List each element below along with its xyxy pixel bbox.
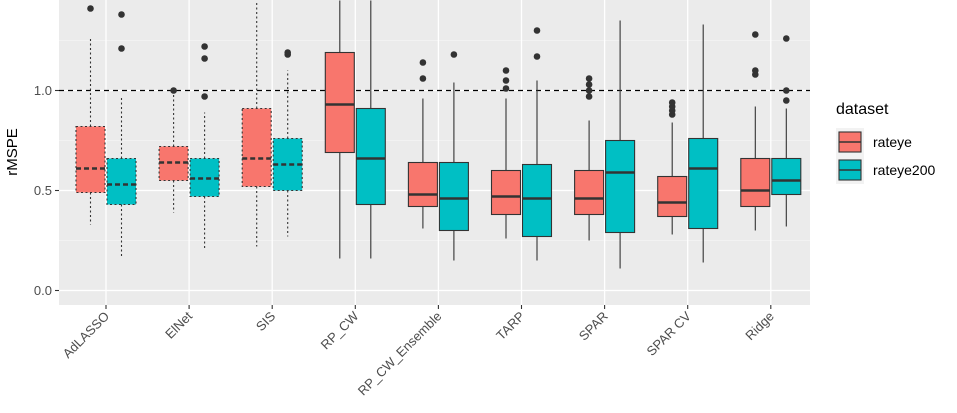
outlier-point bbox=[201, 55, 208, 62]
box-iqr bbox=[574, 169, 605, 216]
outlier-point bbox=[201, 43, 208, 50]
outlier-point bbox=[450, 51, 458, 58]
x-tick-label: RP_CW bbox=[318, 308, 362, 352]
outlier-point bbox=[502, 67, 510, 74]
legend-key-rateye: rateye bbox=[836, 128, 912, 156]
outlier-point bbox=[783, 35, 790, 42]
outlier-point bbox=[502, 77, 510, 84]
box-iqr bbox=[438, 161, 469, 232]
box-rateye-RP_CW bbox=[324, 0, 355, 259]
box-iqr bbox=[324, 51, 355, 154]
box-rateye200-SPAR bbox=[605, 20, 636, 269]
outlier-point bbox=[533, 53, 541, 60]
box-iqr bbox=[521, 163, 553, 238]
legend-key-rateye200: rateye200 bbox=[836, 156, 935, 184]
outlier-point bbox=[118, 11, 125, 18]
outlier-point bbox=[783, 87, 790, 94]
box-iqr bbox=[605, 139, 636, 234]
legend-title: dataset bbox=[836, 101, 889, 118]
box-rateye200-ElNet bbox=[189, 43, 220, 251]
box-iqr bbox=[241, 107, 272, 188]
box-iqr bbox=[688, 137, 719, 230]
boxes-group bbox=[75, 0, 802, 269]
outlier-point bbox=[419, 75, 427, 82]
box-iqr bbox=[355, 107, 386, 206]
outlier-point bbox=[284, 49, 292, 56]
y-tick-label: 0.5 bbox=[34, 183, 52, 198]
box-rateye-Ridge bbox=[740, 31, 771, 231]
box-iqr bbox=[771, 157, 802, 196]
outlier-point bbox=[87, 5, 94, 12]
y-axis-title: rMSPE bbox=[4, 128, 21, 176]
outlier-point bbox=[585, 87, 593, 94]
outlier-point bbox=[585, 93, 593, 100]
outlier-point bbox=[533, 27, 541, 34]
box-iqr bbox=[657, 175, 688, 218]
x-tick-label: SPAR bbox=[576, 309, 611, 344]
box-rateye200-Ridge bbox=[771, 35, 802, 227]
box-iqr bbox=[740, 157, 771, 208]
box-rateye200-TARP bbox=[521, 27, 553, 261]
outlier-point bbox=[419, 59, 427, 66]
box-rateye-ElNet bbox=[158, 87, 189, 213]
box-iqr bbox=[106, 157, 137, 206]
y-axis: 0.0 0.5 1.0 bbox=[34, 83, 59, 298]
outlier-point bbox=[668, 99, 676, 106]
legend-label: rateye bbox=[873, 134, 912, 150]
box-iqr bbox=[407, 161, 438, 208]
box-rateye200-AdLASSO bbox=[106, 11, 137, 259]
x-tick-label: TARP bbox=[493, 309, 527, 343]
y-tick-label: 0.0 bbox=[34, 283, 52, 298]
y-tick-label: 1.0 bbox=[34, 83, 52, 98]
box-rateye-TARP bbox=[490, 67, 522, 239]
box-rateye-SPAR CV bbox=[657, 99, 688, 235]
x-tick-label: Ridge bbox=[742, 309, 777, 344]
box-rateye200-RP_CW bbox=[355, 0, 386, 259]
box-rateye-SIS bbox=[241, 0, 272, 247]
outlier-point bbox=[170, 87, 177, 94]
legend: dataset rateye rateye200 bbox=[836, 101, 935, 184]
outlier-point bbox=[118, 45, 125, 52]
box-iqr bbox=[75, 125, 106, 194]
legend-label: rateye200 bbox=[873, 162, 935, 178]
x-tick-label: SPAR CV bbox=[644, 308, 695, 359]
box-iqr bbox=[490, 169, 522, 216]
outlier-point bbox=[783, 97, 790, 104]
outlier-point bbox=[585, 75, 593, 82]
outlier-point bbox=[752, 31, 759, 38]
box-rateye-RP_CW_Ensemble bbox=[407, 59, 438, 229]
box-rateye200-RP_CW_Ensemble bbox=[438, 51, 469, 261]
gridlines bbox=[59, 0, 810, 305]
x-tick-label: RP_CW_Ensemble bbox=[355, 309, 445, 399]
box-rateye200-SIS bbox=[272, 49, 303, 237]
outlier-point bbox=[752, 67, 759, 74]
outlier-point bbox=[201, 93, 208, 100]
x-tick-label: SIS bbox=[253, 308, 279, 334]
x-tick-label: AdLASSO bbox=[60, 309, 113, 362]
outlier-point bbox=[585, 81, 593, 88]
x-tick-label: ElNet bbox=[162, 308, 195, 341]
box-rateye-AdLASSO bbox=[75, 5, 106, 225]
box-rateye200-SPAR CV bbox=[688, 24, 719, 263]
box-rateye-SPAR bbox=[574, 75, 605, 241]
outlier-point bbox=[502, 85, 510, 92]
